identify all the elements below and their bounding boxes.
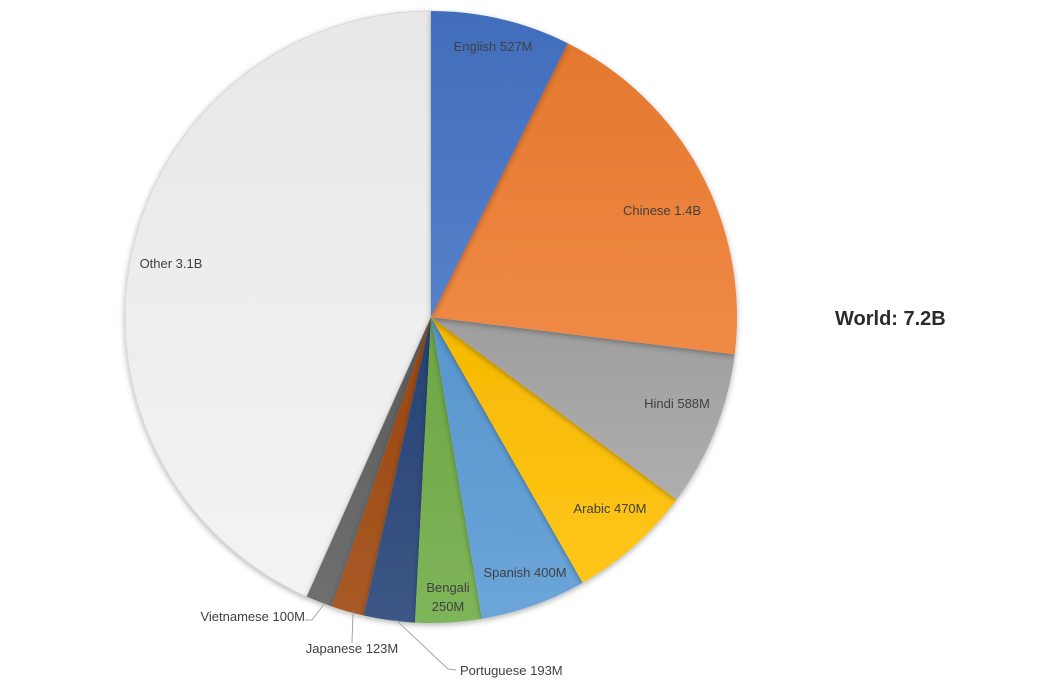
leader-line-vietnamese <box>305 602 326 621</box>
slice-label-portuguese: Portuguese 193M <box>460 663 563 678</box>
pie-slice-spanish[interactable] <box>431 317 583 619</box>
pie-slice-vietnamese[interactable] <box>306 317 431 607</box>
slice-label-chinese: Chinese 1.4B <box>623 203 701 218</box>
pie-slice-arabic[interactable] <box>431 317 677 583</box>
slice-label-bengali: Bengali 250M <box>426 580 469 614</box>
leader-line-portuguese <box>395 619 457 671</box>
slice-label-spanish: Spanish 400M <box>483 565 566 580</box>
slice-label-vietnamese: Vietnamese 100M <box>200 609 305 624</box>
pie-slice-chinese[interactable] <box>431 43 737 355</box>
slice-labels: English 527M Chinese 1.4B Hindi 588M Arabic… <box>140 39 710 678</box>
slice-label-english: English 527M <box>454 39 533 54</box>
pie-slice-other[interactable] <box>124 10 432 598</box>
pie-slice-portuguese[interactable] <box>363 317 431 623</box>
world-total-label: World: 7.2B <box>835 308 946 330</box>
pie-slice-hindi[interactable] <box>431 317 735 500</box>
leader-line-japanese <box>351 611 354 644</box>
pie-slice-bengali[interactable] <box>415 317 482 623</box>
pie-slices <box>124 10 737 623</box>
pie-slice-english[interactable] <box>431 10 568 317</box>
slice-label-arabic: Arabic 470M <box>574 501 647 516</box>
pie-slice-japanese[interactable] <box>331 317 431 616</box>
slice-label-hindi: Hindi 588M <box>644 396 710 411</box>
slice-label-japanese: Japanese 123M <box>306 641 399 656</box>
leader-lines <box>305 602 457 671</box>
slice-label-other: Other 3.1B <box>140 256 203 271</box>
